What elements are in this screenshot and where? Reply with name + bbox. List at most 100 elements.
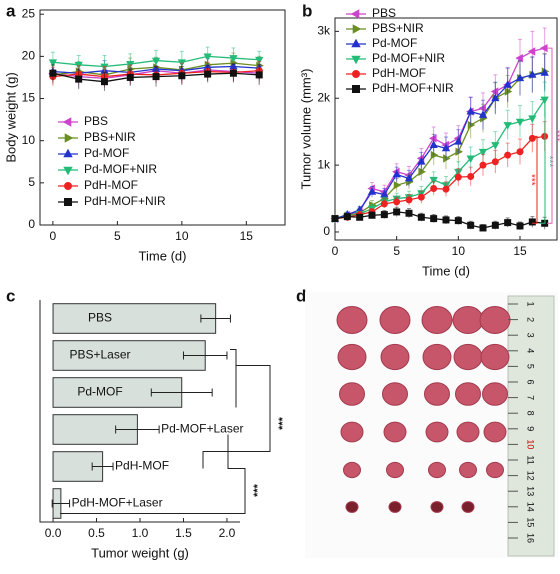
marker	[393, 198, 401, 206]
y-tick-label: 5	[28, 175, 35, 189]
tumor	[379, 306, 411, 334]
significance-bracket	[60, 434, 246, 514]
x-tick-label: 0.0	[45, 526, 62, 540]
marker	[491, 93, 500, 102]
tumor	[421, 306, 453, 334]
y-tick-label: 1k	[317, 157, 331, 171]
marker	[392, 169, 401, 178]
marker	[491, 158, 499, 166]
x-tick-label: 0.5	[88, 526, 105, 540]
marker	[229, 55, 238, 63]
marker	[404, 173, 414, 182]
marker	[356, 213, 364, 221]
tumor	[380, 343, 410, 371]
marker	[515, 118, 525, 127]
series	[331, 206, 549, 232]
tumor	[479, 306, 511, 334]
bar-label: PBS	[88, 311, 112, 325]
marker	[229, 69, 237, 77]
marker	[430, 215, 438, 223]
marker	[454, 137, 463, 145]
y-tick-label: 0	[323, 224, 330, 238]
panel-label: d	[296, 286, 306, 305]
series	[49, 63, 263, 91]
tumor	[459, 461, 477, 479]
marker	[478, 148, 488, 157]
ruler-label: 2	[526, 317, 536, 322]
tumor	[339, 382, 365, 406]
bar-label: Pd-MOF	[77, 385, 122, 399]
marker	[126, 73, 134, 81]
marker	[331, 215, 339, 223]
marker	[441, 143, 451, 152]
marker	[516, 148, 524, 156]
marker	[351, 38, 361, 48]
x-axis-label: Tumor weight (g)	[91, 545, 189, 560]
marker	[417, 157, 426, 165]
marker	[418, 167, 426, 176]
legend-label: PdH-MOF	[372, 66, 426, 80]
marker	[504, 87, 513, 96]
x-tick-label: 2.0	[219, 526, 236, 540]
marker	[429, 176, 438, 185]
marker	[417, 193, 425, 201]
bar	[52, 303, 217, 334]
legend-label: Pd-MOF+NIR	[84, 162, 157, 176]
marker	[350, 9, 360, 19]
tumor	[340, 421, 364, 443]
y-axis-label: Body weight (g)	[3, 72, 18, 162]
marker	[151, 57, 161, 66]
marker	[393, 208, 401, 216]
significance-bracket	[540, 99, 546, 224]
y-tick-label: 10	[22, 133, 36, 147]
x-tick-label: 15	[513, 244, 527, 258]
ruler-label: 10	[526, 439, 536, 449]
x-axis-label: Time (d)	[139, 248, 187, 263]
tumor	[345, 501, 359, 513]
y-tick-label: 2k	[317, 90, 331, 104]
marker	[528, 134, 536, 142]
tumor	[425, 421, 449, 443]
marker	[503, 80, 512, 88]
legend-label: PBS	[372, 6, 396, 20]
significance-stars: ***	[543, 156, 554, 168]
marker	[540, 68, 549, 76]
marker	[504, 219, 512, 227]
tumor	[428, 461, 446, 479]
marker	[204, 70, 212, 78]
tumor	[483, 421, 507, 443]
marker	[380, 200, 388, 208]
marker	[478, 110, 488, 118]
ruler-label: 15	[526, 517, 536, 527]
marker	[343, 213, 351, 221]
bar	[52, 340, 206, 371]
marker	[504, 151, 512, 159]
y-tick-label: 0	[28, 217, 35, 231]
x-tick-label: 0	[50, 229, 57, 243]
marker	[490, 87, 499, 96]
marker	[429, 134, 437, 143]
x-tick-label: 10	[452, 244, 466, 258]
marker	[454, 217, 462, 225]
marker	[63, 166, 73, 176]
y-tick-label: 3k	[317, 24, 331, 38]
marker	[515, 73, 525, 82]
marker	[467, 120, 476, 130]
marker	[442, 185, 450, 193]
marker	[405, 209, 413, 217]
marker	[368, 211, 376, 219]
series-line	[334, 72, 545, 220]
marker	[393, 181, 402, 190]
x-tick-label: 5	[393, 244, 400, 258]
marker	[430, 150, 439, 160]
marker	[64, 133, 74, 143]
panel-label: b	[302, 1, 312, 20]
legend-label: PBS	[84, 114, 108, 128]
ruler-label: 11	[526, 455, 536, 464]
marker	[351, 55, 361, 65]
ruler-label: 14	[526, 502, 536, 512]
marker	[64, 182, 72, 190]
axis-lines	[39, 300, 240, 523]
marker	[467, 172, 475, 180]
marker	[478, 104, 486, 113]
